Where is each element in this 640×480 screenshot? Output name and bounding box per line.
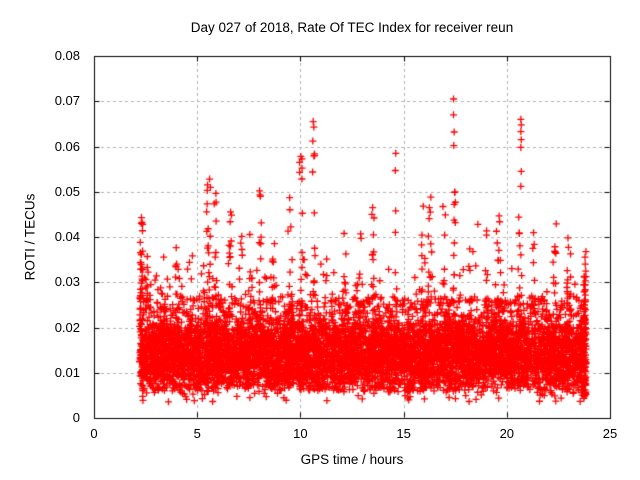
x-tick-label: 5 <box>193 426 201 441</box>
y-tick-label: 0.08 <box>54 48 80 63</box>
x-tick-label: 15 <box>396 426 411 441</box>
x-tick-label: 25 <box>602 426 618 441</box>
y-tick-label: 0.03 <box>54 274 80 290</box>
y-tick-label: 0.02 <box>54 319 80 335</box>
y-tick-label: 0.04 <box>54 229 80 244</box>
x-tick-label: 10 <box>293 426 308 441</box>
chart-title: Day 027 of 2018, Rate Of TEC Index for r… <box>190 20 514 35</box>
x-tick-label: 0 <box>90 426 98 441</box>
y-tick-label: 0.06 <box>54 138 80 154</box>
x-axis-title: GPS time / hours <box>300 452 404 467</box>
y-tick-label: 0.07 <box>54 93 80 109</box>
y-tick-label: 0.05 <box>54 183 80 199</box>
x-tick-label: 20 <box>499 426 515 441</box>
y-tick-label: 0.01 <box>54 364 80 380</box>
y-tick-label: 0 <box>72 410 80 425</box>
